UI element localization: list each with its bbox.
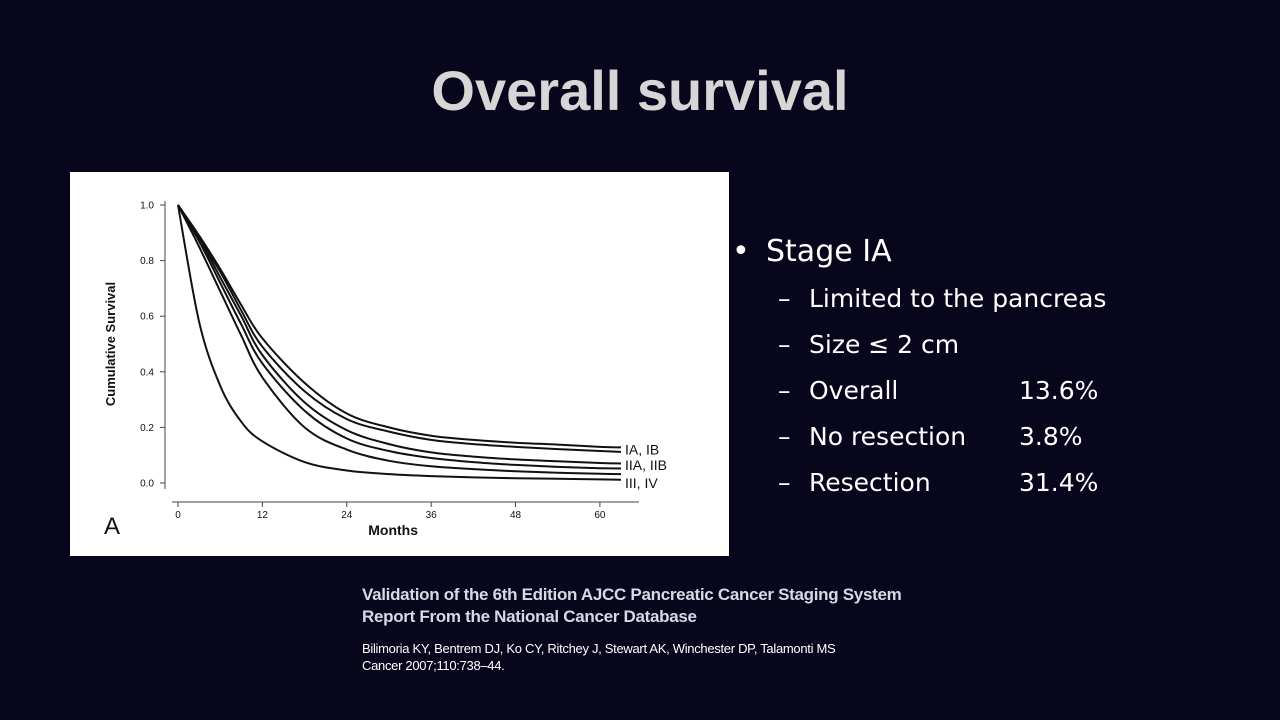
sub-bullet-dash: – [778, 468, 791, 497]
survival-figure: 0.0 0.2 0.4 0.6 0.8 1.0 0 12 24 36 48 60 Months Cumul… [70, 172, 729, 556]
curve-group-label: IIA, IIB [625, 457, 667, 473]
caption-title-line-2: Report From the National Cancer Database [362, 607, 697, 626]
sub-bullet-value: 3.8% [1019, 422, 1083, 451]
x-tick-label: 60 [594, 510, 606, 521]
sub-bullet-value: 31.4% [1019, 468, 1099, 497]
curve-group-label: III, IV [625, 475, 658, 491]
y-tick-label: 0.4 [140, 367, 154, 378]
panel-label: A [104, 513, 120, 540]
sub-bullet-no-resection: – No resection 3.8% [730, 414, 1106, 460]
y-tick-label: 0.2 [140, 423, 154, 434]
survival-chart: 0.0 0.2 0.4 0.6 0.8 1.0 0 12 24 36 48 60 Months Cumul… [103, 201, 667, 541]
x-tick-label: 36 [426, 510, 438, 521]
bullet-dot: • [732, 234, 750, 269]
y-tick-label: 1.0 [140, 201, 154, 212]
survival-curve-2 [177, 204, 622, 453]
y-axis-label: Cumulative Survival [103, 282, 118, 406]
x-axis-label: Months [368, 522, 418, 538]
slide-title: Overall survival [431, 59, 849, 122]
caption-authors: Bilimoria KY, Bentrem DJ, Ko CY, Ritchey… [362, 641, 836, 656]
sub-bullet-text: Limited to the pancreas [809, 284, 1107, 313]
sub-bullet-dash: – [778, 422, 791, 451]
x-tick-label: 0 [175, 510, 181, 521]
sub-bullet-text: Size ≤ 2 cm [809, 330, 960, 359]
sub-bullet-text: Overall [809, 376, 899, 405]
survival-curve-1 [177, 204, 622, 449]
sub-bullet-text: No resection [809, 422, 967, 451]
sub-bullet-dash: – [778, 376, 791, 405]
survival-curve-5 [177, 204, 622, 476]
x-tick-label: 12 [257, 510, 269, 521]
bullet-stage-text: Stage IA [766, 234, 892, 269]
bullet-stage: • Stage IA [730, 228, 1106, 276]
sub-bullet-text: Resection [809, 468, 931, 497]
sub-bullet-value: 13.6% [1019, 376, 1099, 405]
y-tick-label: 0.6 [140, 312, 154, 323]
survival-curve-6 [177, 204, 622, 481]
caption-journal: Cancer 2007;110:738–44. [362, 658, 505, 673]
sub-bullet-resection: – Resection 31.4% [730, 460, 1106, 506]
survival-curve-4 [177, 204, 622, 470]
sub-bullet-size: – Size ≤ 2 cm [730, 322, 1106, 368]
y-tick-label: 0.8 [140, 256, 154, 267]
source-caption: Validation of the 6th Edition AJCC Pancr… [362, 584, 902, 674]
caption-title-line-1: Validation of the 6th Edition AJCC Pancr… [362, 585, 902, 604]
survival-curve-3 [177, 204, 622, 465]
x-tick-label: 24 [341, 510, 353, 521]
sub-bullet-overall: – Overall 13.6% [730, 368, 1106, 414]
sub-bullet-limited: – Limited to the pancreas [730, 276, 1106, 322]
bullet-list: • Stage IA – Limited to the pancreas – S… [730, 228, 1106, 506]
y-tick-label: 0.0 [140, 479, 154, 490]
caption-citation: Bilimoria KY, Bentrem DJ, Ko CY, Ritchey… [362, 640, 901, 674]
x-tick-label: 48 [510, 510, 522, 521]
sub-bullet-dash: – [778, 330, 791, 359]
curve-group-label: IA, IB [625, 442, 659, 458]
sub-bullet-dash: – [778, 284, 791, 313]
